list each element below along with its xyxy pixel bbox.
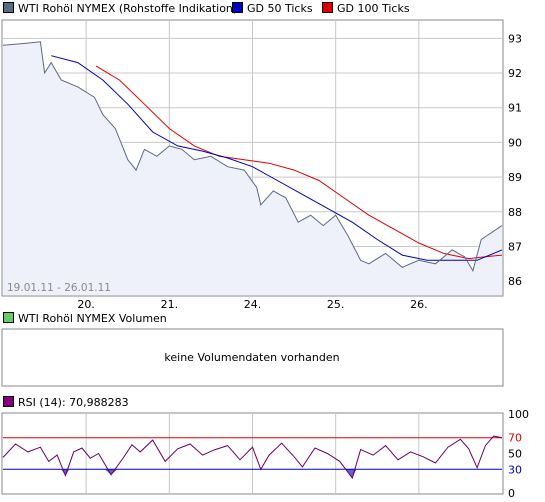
price-y-axis: 86 87 88 89 90 91 92 93 [508, 32, 522, 288]
legend-rsi-swatch [3, 396, 14, 407]
price-panel: 86 87 88 89 90 91 92 93 20. 21. 24. 25. 26. 19.01.1… [1, 19, 522, 311]
price-y-tick-label: 92 [508, 67, 522, 80]
volume-message: keine Volumendaten vorhanden [164, 351, 339, 364]
gd100-line [95, 65, 503, 260]
legend-main-swatch [3, 2, 14, 13]
legend-volume-label: WTI Rohöl NYMEX Volumen [18, 312, 167, 325]
rsi-grid [85, 414, 420, 493]
rsi-panel: 100 70 50 30 0 [1, 408, 529, 500]
price-x-tick-label: 25. [327, 298, 345, 311]
price-y-tick-label: 88 [508, 206, 522, 219]
legend-gd50-label: GD 50 Ticks [247, 2, 313, 15]
price-x-axis: 20. 21. 24. 25. 26. [77, 298, 427, 311]
price-y-tick-label: 86 [508, 275, 522, 288]
price-x-tick-label: 24. [244, 298, 262, 311]
rsi-line [2, 435, 503, 480]
legend-volume-swatch [3, 312, 14, 323]
price-x-tick-label: 21. [161, 298, 179, 311]
legend-volume: WTI Rohöl NYMEX Volumen [3, 312, 167, 326]
rsi-y-tick-label: 50 [508, 448, 522, 461]
legend-gd50: GD 50 Ticks [232, 2, 313, 16]
legend-gd50-swatch [232, 2, 243, 13]
legend-main-label: WTI Rohöl NYMEX (Rohstoffe Indikation) [18, 2, 238, 15]
volume-panel-frame [1, 328, 504, 387]
date-range-label: 19.01.11 - 26.01.11 [7, 282, 111, 294]
legend-rsi-label: RSI (14): 70,988283 [18, 396, 129, 409]
legend-gd100-label: GD 100 Ticks [337, 2, 410, 15]
volume-panel: keine Volumendaten vorhanden [1, 328, 504, 387]
legend-gd100: GD 100 Ticks [322, 2, 410, 16]
rsi-y-tick-label: 70 [508, 432, 522, 445]
price-line [2, 41, 503, 272]
price-y-tick-label: 93 [508, 32, 522, 45]
legend-rsi: RSI (14): 70,988283 [3, 396, 129, 410]
price-area-fill [3, 41, 502, 295]
rsi-y-tick-label: 30 [508, 463, 522, 476]
price-x-tick-label: 26. [410, 298, 428, 311]
legend-gd100-swatch [322, 2, 333, 13]
legend-main-series: WTI Rohöl NYMEX (Rohstoffe Indikation) [3, 2, 237, 16]
price-y-tick-label: 91 [508, 102, 522, 115]
price-y-tick-label: 90 [508, 136, 522, 149]
price-y-tick-label: 87 [508, 240, 522, 253]
price-x-tick-label: 20. [77, 298, 95, 311]
rsi-y-axis: 100 70 50 30 0 [508, 408, 529, 500]
rsi-y-tick-label: 100 [508, 408, 529, 421]
price-y-tick-label: 89 [508, 171, 522, 184]
rsi-y-tick-label: 0 [508, 487, 515, 500]
gd50-line [51, 55, 503, 261]
